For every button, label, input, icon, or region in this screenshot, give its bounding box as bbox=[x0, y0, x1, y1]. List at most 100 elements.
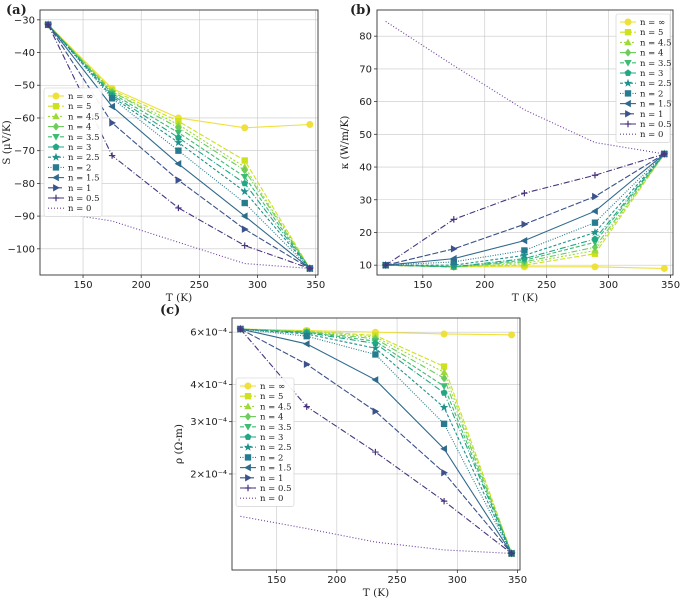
y-tick-label: −60 bbox=[14, 113, 35, 124]
legend-label: n = 4.5 bbox=[68, 112, 100, 122]
x-tick-label: 250 bbox=[537, 280, 556, 291]
plot-frame-c bbox=[231, 317, 521, 571]
panel-label-c: (c) bbox=[160, 303, 180, 318]
series-line bbox=[385, 153, 665, 266]
legend-label: n = 0 bbox=[68, 204, 91, 214]
legend-label: n = 5 bbox=[640, 28, 663, 38]
series-line bbox=[385, 153, 665, 268]
legend-marker bbox=[244, 463, 251, 472]
series-line bbox=[385, 20, 665, 155]
legend-marker bbox=[53, 184, 60, 192]
legend-marker bbox=[52, 112, 60, 120]
x-tick-label: 350 bbox=[306, 280, 325, 291]
data-point bbox=[175, 176, 183, 184]
data-point bbox=[371, 343, 380, 352]
data-point bbox=[174, 138, 183, 147]
series-line bbox=[47, 24, 311, 269]
data-point bbox=[382, 261, 389, 269]
y-tick-label: −90 bbox=[14, 212, 35, 223]
data-point bbox=[109, 119, 116, 127]
legend-marker bbox=[244, 412, 252, 421]
data-point bbox=[371, 376, 379, 384]
legend-label: n = 0.5 bbox=[260, 484, 292, 494]
data-point bbox=[591, 207, 598, 215]
data-point bbox=[449, 254, 457, 263]
legend-label: n = 0.5 bbox=[640, 120, 672, 130]
data-point bbox=[440, 497, 448, 505]
x-axis-label-b: T (K) bbox=[512, 292, 538, 304]
legend-label: n = ∞ bbox=[640, 18, 665, 28]
data-point bbox=[240, 212, 248, 220]
legend-marker bbox=[245, 474, 252, 482]
x-tick-label: 300 bbox=[448, 575, 467, 586]
data-point bbox=[306, 121, 314, 129]
legend-marker bbox=[244, 393, 252, 400]
data-point bbox=[521, 220, 529, 228]
legend-label: n = 4 bbox=[640, 49, 663, 59]
legend-marker bbox=[623, 78, 633, 87]
series-line bbox=[385, 153, 665, 266]
data-point bbox=[591, 243, 599, 252]
x-tick-label: 300 bbox=[599, 280, 618, 291]
legend-label: n = 2.5 bbox=[68, 153, 100, 163]
data-point bbox=[241, 225, 249, 233]
data-point bbox=[521, 247, 528, 254]
x-tick-label: 200 bbox=[327, 575, 346, 586]
data-point bbox=[241, 179, 249, 187]
legend-marker bbox=[624, 69, 632, 76]
data-point bbox=[303, 403, 310, 410]
data-point bbox=[591, 235, 599, 242]
y-axis-label-b: κ (W/m/K) bbox=[339, 116, 351, 170]
legend-marker bbox=[52, 164, 60, 171]
legend-marker bbox=[52, 103, 60, 110]
legend-label: n = 2 bbox=[68, 163, 91, 173]
y-axis-label-c: ρ (Ω-m) bbox=[173, 424, 185, 464]
legend-label: n = 4.5 bbox=[640, 38, 672, 48]
y-axis-label-a: S (μV/K) bbox=[1, 120, 13, 165]
data-point bbox=[174, 129, 183, 137]
data-point bbox=[303, 332, 310, 340]
data-point bbox=[241, 157, 248, 164]
chart-panel-a: (a) 150 200 250 300 350 −30 −40 −50 −60 −70 −80 −90… bbox=[1, 3, 325, 304]
y-tick-label: −50 bbox=[14, 81, 35, 92]
data-point bbox=[175, 147, 182, 154]
data-point bbox=[660, 264, 668, 272]
data-point bbox=[44, 21, 52, 28]
legend-label: n = 5 bbox=[260, 392, 283, 402]
data-point bbox=[440, 374, 448, 383]
legend-marker bbox=[244, 402, 252, 410]
legend-marker bbox=[52, 92, 60, 100]
data-point bbox=[108, 152, 116, 159]
data-point bbox=[592, 192, 599, 201]
x-tick-label: 150 bbox=[73, 280, 92, 291]
legend-label: n = ∞ bbox=[260, 382, 285, 392]
series-a-10 bbox=[44, 21, 314, 272]
y-tick-label: 60 bbox=[359, 97, 372, 108]
x-tick-label: 150 bbox=[267, 575, 286, 586]
x-tick-label: 200 bbox=[475, 280, 494, 291]
data-point bbox=[591, 263, 599, 271]
data-point bbox=[508, 331, 516, 339]
legend-label: n = 3 bbox=[68, 143, 91, 153]
data-point bbox=[241, 166, 248, 175]
legend-label: n = 1.5 bbox=[640, 100, 672, 110]
panel-label-b: (b) bbox=[350, 3, 371, 18]
legend-marker bbox=[624, 99, 631, 108]
legend-label: n = 3.5 bbox=[68, 133, 100, 143]
legend-box bbox=[43, 87, 103, 217]
chart-panel-b: (b) 150 200 250 300 350 10 20 30 40 50 60 70 80 T (K)… bbox=[339, 3, 680, 304]
legend-marker bbox=[52, 194, 60, 202]
x-tick-label: 300 bbox=[248, 280, 267, 291]
data-point bbox=[440, 330, 448, 338]
x-tick-label: 200 bbox=[132, 280, 151, 291]
y-tick-label: −100 bbox=[8, 244, 35, 255]
y-tick-label: 3×10⁻⁴ bbox=[190, 417, 227, 428]
legend-label: n = 3 bbox=[640, 69, 663, 79]
y-tick-label: −30 bbox=[14, 15, 35, 26]
legend-label: n = 3.5 bbox=[260, 423, 292, 433]
x-axis-label-a: T (K) bbox=[166, 292, 192, 304]
legend-marker bbox=[624, 59, 632, 67]
x-axis-label-c: T (K) bbox=[363, 587, 389, 599]
legend-label: n = 2.5 bbox=[260, 443, 292, 453]
y-tick-label: 20 bbox=[359, 228, 372, 239]
